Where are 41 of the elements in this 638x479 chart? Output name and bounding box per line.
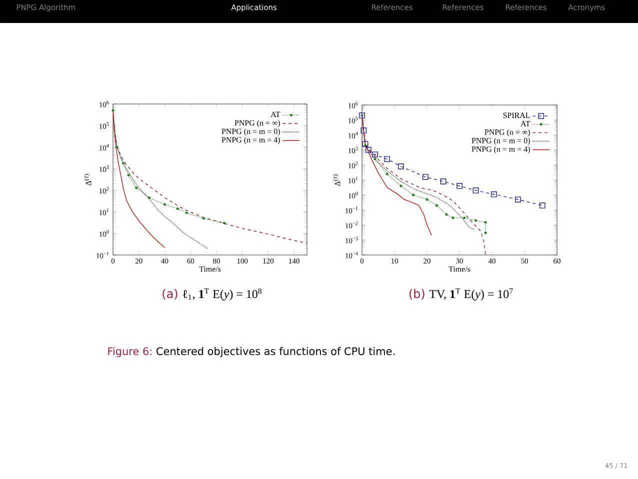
text: Centered objectives as functions of CPU time. [156, 347, 394, 358]
point [163, 203, 166, 206]
point [484, 231, 487, 234]
point [462, 216, 466, 220]
caption: Figure 6: [108, 347, 152, 358]
text: ℓ$_{1}$, 1$^{T}$ E(y) = 10$^{8}$ [182, 288, 262, 301]
point [360, 128, 367, 134]
point [386, 172, 388, 176]
point [400, 184, 402, 188]
point [127, 174, 130, 177]
point [491, 191, 497, 198]
point [366, 147, 372, 153]
text: (a) [162, 288, 178, 300]
point [445, 213, 448, 216]
line-series [362, 115, 432, 236]
text: (b) [409, 288, 424, 300]
point [364, 144, 367, 147]
point [422, 174, 428, 180]
line-series [113, 110, 166, 248]
point [484, 220, 487, 224]
point [384, 156, 390, 162]
point [202, 216, 205, 220]
point [398, 164, 404, 170]
point [112, 109, 114, 112]
point [426, 198, 428, 201]
point [435, 204, 438, 207]
text: TV, 1$^{T}$ E(y) = 10$^{7}$ [429, 288, 513, 301]
point [440, 178, 446, 184]
point [412, 194, 415, 196]
point [515, 196, 521, 202]
point [374, 158, 376, 160]
point [472, 188, 479, 194]
point [452, 216, 454, 220]
point [474, 219, 478, 222]
point [115, 146, 118, 149]
point [176, 207, 180, 210]
point [362, 141, 368, 147]
point [456, 183, 462, 189]
point [539, 202, 546, 208]
point [372, 152, 378, 158]
point [222, 222, 226, 225]
